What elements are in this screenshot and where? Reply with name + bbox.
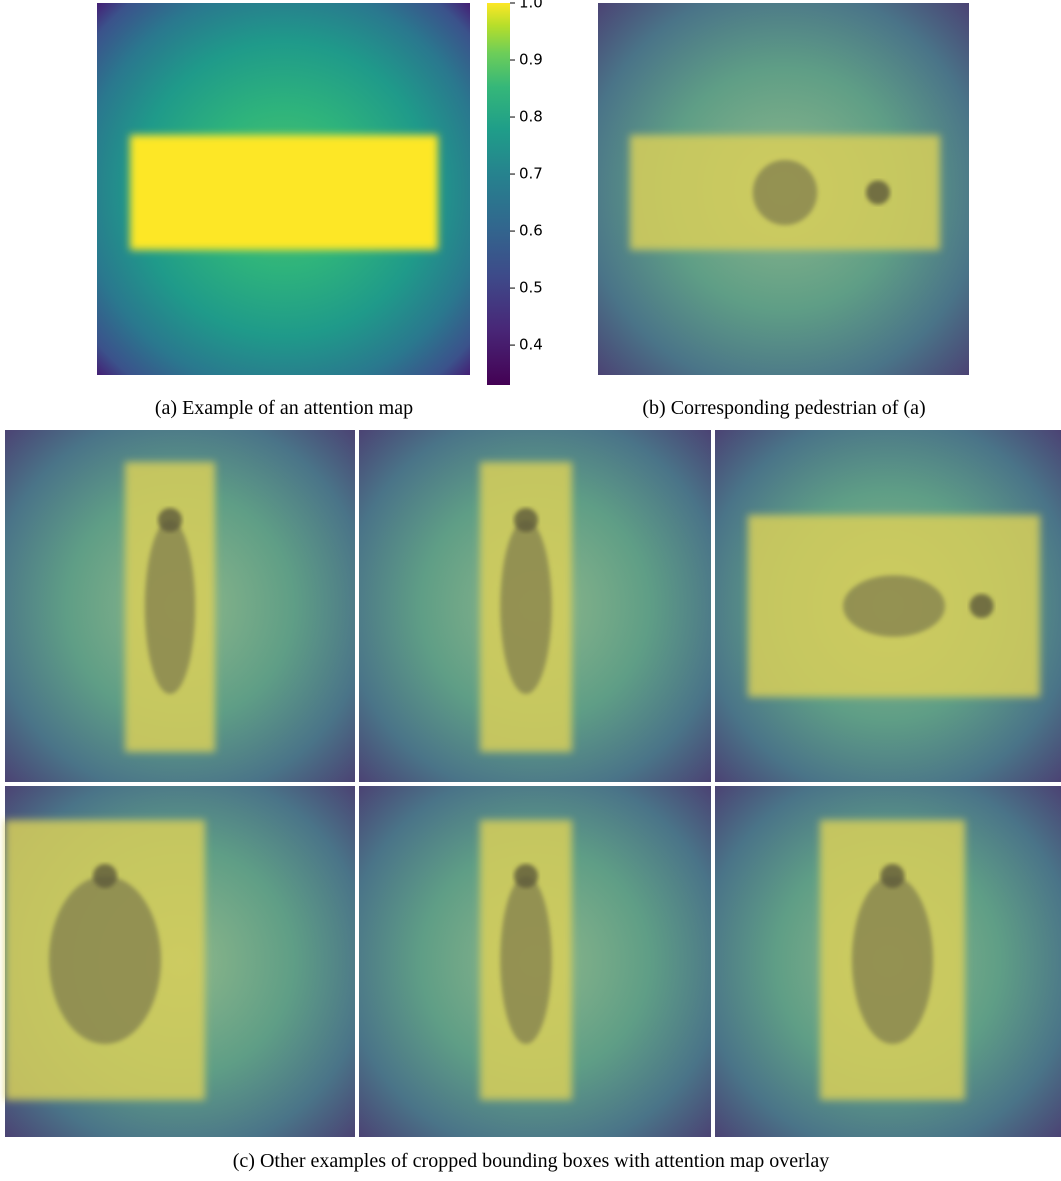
colorbar-ticks: 0.4 0.5 0.6 0.7 0.8 0.9 1.0 [510, 0, 543, 354]
pedestrian [843, 575, 945, 636]
tick-label: 0.5 [519, 279, 543, 297]
tick-label: 0.9 [519, 51, 543, 69]
tick-label: 0.8 [519, 108, 543, 126]
photo-tile [715, 786, 1061, 1137]
tick-label: 0.6 [519, 222, 543, 240]
tick-label: 0.4 [519, 336, 543, 354]
caption-b: (b) Corresponding pedestrian of (a) [642, 397, 925, 419]
pedestrian-head [881, 864, 905, 888]
pedestrian-head [970, 594, 994, 618]
pedestrian [145, 520, 195, 694]
pedestrian-head [514, 864, 538, 888]
photo-tile [359, 430, 711, 782]
attention-map [97, 3, 470, 375]
photo-tile [5, 430, 355, 782]
pedestrian [500, 876, 552, 1044]
pedestrian-head [93, 864, 117, 888]
photo-tile [359, 786, 711, 1137]
pedestrian-head [158, 508, 182, 532]
pedestrian-head [866, 181, 890, 205]
tick-label: 0.7 [519, 165, 543, 183]
pedestrian [49, 876, 161, 1044]
pedestrian [852, 876, 933, 1044]
pedestrian [753, 160, 817, 225]
figure: 0.4 0.5 0.6 0.7 0.8 0.9 1.0 (a) Example of an … [0, 0, 1061, 1181]
caption-c: (c) Other examples of cropped bounding b… [233, 1150, 830, 1172]
colorbar [487, 3, 510, 385]
page: 0.4 0.5 0.6 0.7 0.8 0.9 1.0 (a) Example of an … [0, 0, 1061, 1181]
pedestrian-head [514, 508, 538, 532]
tick-label: 1.0 [519, 0, 543, 12]
photo-tile [715, 430, 1061, 782]
attention-box [130, 135, 438, 250]
photo-tile [5, 786, 355, 1137]
photo-tile [598, 3, 969, 375]
caption-a: (a) Example of an attention map [155, 397, 413, 419]
pedestrian [500, 520, 552, 694]
